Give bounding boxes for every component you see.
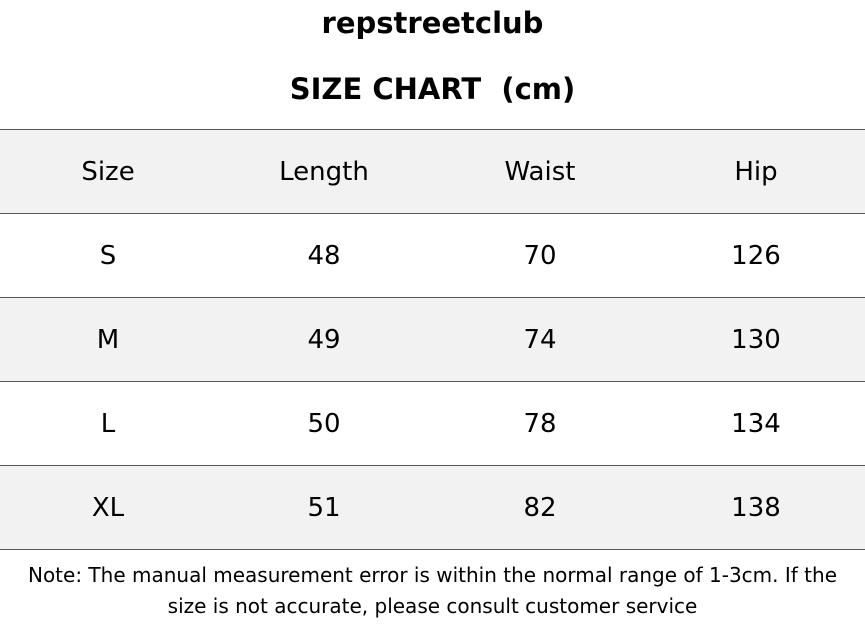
brand: repstreetclub xyxy=(321,6,544,40)
table-cell: 138 xyxy=(731,492,781,523)
table-cell: 130 xyxy=(731,324,781,355)
table-cell: S xyxy=(99,240,117,271)
title: SIZE CHART (cm) xyxy=(289,72,576,106)
size-table: Size Length Waist Hip S 48 70 126 M 49 74 130 L 50 78 1… xyxy=(0,129,865,550)
note-line: size is not accurate, please consult cus… xyxy=(167,594,698,618)
table-row: M 49 74 130 xyxy=(0,298,865,382)
table-cell: 51 xyxy=(307,492,341,523)
header-cell: Waist xyxy=(504,156,576,187)
header-row: Size Length Waist Hip xyxy=(0,130,865,214)
table-cell: 49 xyxy=(307,324,341,355)
table-cell: M xyxy=(96,324,120,355)
table-cell: 50 xyxy=(307,408,341,439)
header-cell: Size xyxy=(81,156,135,187)
table-cell: 82 xyxy=(523,492,557,523)
table-row: XL 51 82 138 xyxy=(0,466,865,550)
header-cell: Length xyxy=(279,156,369,187)
table-cell: 70 xyxy=(523,240,557,271)
note-line: Note: The manual measurement error is wi… xyxy=(27,563,837,587)
table-cell: 126 xyxy=(731,240,781,271)
table-row: S 48 70 126 xyxy=(0,214,865,298)
table-cell: 134 xyxy=(731,408,781,439)
table-cell: 78 xyxy=(523,408,557,439)
note: Note: The manual measurement error is wi… xyxy=(0,560,865,622)
table-cell: L xyxy=(100,408,116,439)
table-cell: 74 xyxy=(523,324,557,355)
header-cell: Hip xyxy=(734,156,778,187)
table-row: L 50 78 134 xyxy=(0,382,865,466)
table-cell: XL xyxy=(91,492,125,523)
table-cell: 48 xyxy=(307,240,341,271)
